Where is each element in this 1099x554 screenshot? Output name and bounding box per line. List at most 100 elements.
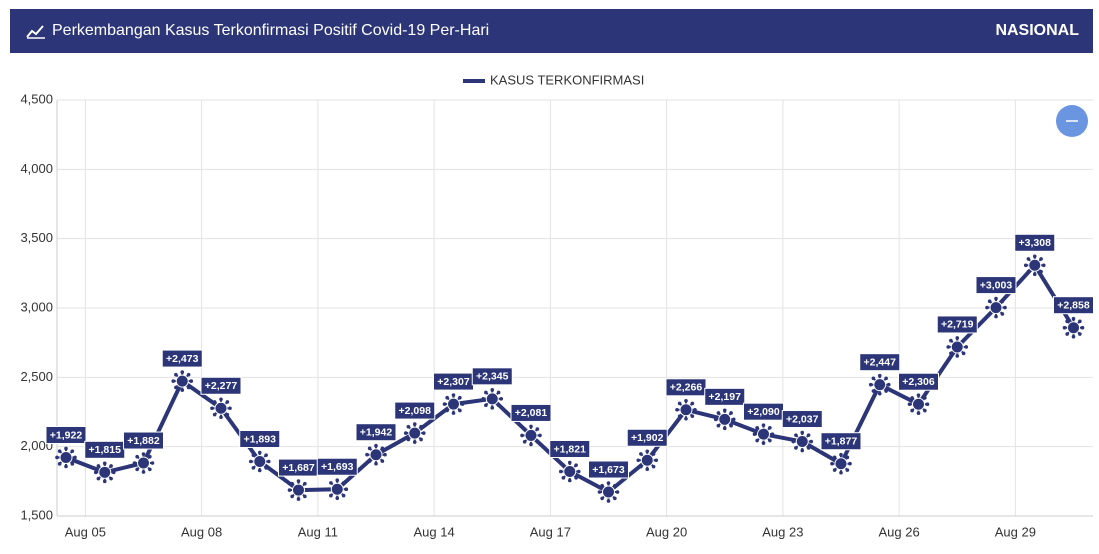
spike-tip [722,426,727,431]
spike-tip [135,454,139,459]
data-label: +2,037 [786,413,819,425]
virus-body [175,374,189,388]
spike-tip [496,403,501,407]
spike-tip [70,462,75,466]
spike-tip [296,497,301,501]
spike-tip [57,449,62,453]
data-label: +1,693 [321,461,354,473]
spike-tip [597,490,602,494]
spike-tip [731,417,736,422]
spike-tip [884,389,888,393]
spike-tip [574,463,578,467]
spike-tip [871,376,876,381]
spike-tip [329,481,333,485]
spike-tip [403,431,408,435]
data-label: +2,307 [437,376,470,388]
spike-tip [567,460,572,465]
spike-tip [916,411,921,416]
spike-tip [490,388,495,392]
spike-tip [600,483,604,488]
data-label: +1,922 [50,429,83,441]
spike-tip [341,493,346,498]
label-box [549,439,591,458]
spike-tip [613,496,617,501]
spike-tip [1065,332,1069,336]
spike-tip [1080,325,1085,330]
spike-tip [877,391,882,396]
spike-tip [93,470,98,475]
spike-tip [225,400,230,404]
spike-tip [1062,325,1067,330]
spike-tip [1003,305,1007,310]
data-label: +2,197 [709,391,742,403]
label-box [200,376,242,395]
x-tick-label: Aug 20 [646,524,687,539]
spike-tip [367,459,372,463]
spike-tip [923,408,927,413]
spike-tip [636,458,641,463]
spike-tip [916,393,921,398]
data-label: +2,266 [670,382,703,394]
spike-tip [445,408,449,413]
spike-tip [576,469,581,474]
spike-tip [367,446,372,451]
spike-tip [791,439,796,444]
virus-marker [752,423,775,445]
spike-tip [171,379,176,383]
spike-tip [955,354,960,358]
spike-tip [690,401,695,406]
spike-tip [1032,272,1037,277]
spike-tip [290,494,294,499]
spike-tip [994,296,998,301]
spike-tip [886,382,891,387]
spike-tip [1041,263,1046,268]
scope: NASIONAL [995,22,1079,39]
label-box [45,425,87,444]
virus-body [369,448,383,462]
x-tick-label: Aug 11 [298,524,338,539]
spike-tip [964,345,969,349]
data-label: +2,277 [205,380,238,392]
virus-body [718,412,732,426]
virus-body [524,428,538,442]
data-label: +1,893 [244,433,277,445]
spike-tip [1065,319,1069,324]
spike-tip [290,481,294,486]
virus-body [214,401,228,415]
spike-tip [406,437,411,442]
virus-body [447,397,460,411]
spike-tip [522,439,527,444]
virus-body [98,465,112,479]
spike-tip [794,433,798,437]
y-tick-label: 3,500 [20,230,53,245]
virus-marker [636,449,659,472]
spike-tip [729,411,733,415]
virus-body [989,301,1003,315]
spike-tip [96,476,101,481]
virus-marker [1023,254,1046,277]
spike-tip [800,448,805,453]
virus-marker [55,446,77,469]
spike-tip [1023,263,1028,268]
spike-tip [987,312,992,316]
spike-tip [1039,269,1043,274]
spike-tip [1078,319,1082,324]
header: Perkembangan Kasus Terkonfirmasi Positif… [10,9,1093,53]
spike-tip [600,496,604,501]
x-tick-label: Aug 17 [530,524,571,539]
spike-tip [949,351,953,356]
label-box [394,401,436,420]
data-label: +1,821 [554,443,587,455]
spike-tip [800,430,805,435]
label-box [704,387,746,406]
spike-tip [690,414,695,418]
virus-body [253,455,267,469]
spike-tip [871,389,876,393]
spike-tip [451,393,456,397]
data-label: +3,308 [1019,237,1052,249]
spike-tip [484,390,488,395]
y-tick-label: 4,000 [20,161,53,176]
spike-tip [794,446,798,450]
label-box [1014,233,1056,252]
spike-tip [961,338,966,343]
